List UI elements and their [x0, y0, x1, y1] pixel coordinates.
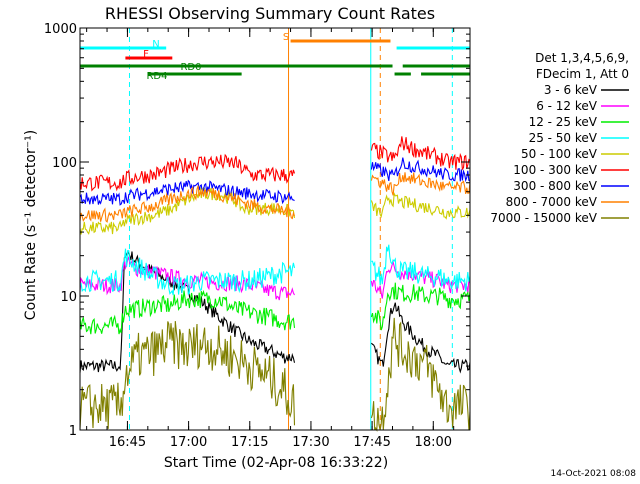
- flag-label-2: S: [283, 32, 289, 43]
- footer-timestamp: 14-Oct-2021 08:08: [551, 469, 637, 479]
- flag-label-4: RD4: [146, 71, 167, 82]
- series-line-8: [79, 317, 471, 432]
- y-axis-label: Count Rate (s⁻¹ detector⁻¹): [23, 130, 39, 320]
- flag-bars: NF S RD0 RD4: [80, 32, 470, 82]
- y-tick-label-1: 10: [60, 290, 77, 305]
- x-tick-label-0: 16:45: [109, 435, 146, 450]
- x-tick-label-2: 17:15: [231, 435, 268, 450]
- series-line-6: [79, 157, 471, 206]
- flag-label-0: N: [152, 39, 159, 50]
- flag-label-3: RD0: [180, 62, 201, 73]
- legend-entry-label-0: 3 - 6 keV: [544, 83, 598, 97]
- series-lines: [79, 136, 471, 432]
- flag-label-1: F: [143, 49, 149, 60]
- chart-title: RHESSI Observing Summary Count Rates: [105, 4, 435, 23]
- legend-entry-label-2: 12 - 25 keV: [529, 115, 598, 129]
- legend-entry-label-7: 800 - 7000 keV: [506, 195, 598, 209]
- legend-entry-label-4: 50 - 100 keV: [521, 147, 598, 161]
- x-tick-label-1: 17:00: [170, 435, 207, 450]
- plot-frame: [79, 27, 471, 431]
- legend-entry-label-6: 300 - 800 keV: [513, 179, 597, 193]
- legend-entry-label-8: 7000 - 15000 keV: [490, 211, 597, 225]
- y-tick-label-2: 100: [52, 156, 77, 171]
- legend: Det 1,3,4,5,6,9, FDecim 1, Att 0 3 - 6 keV…: [490, 51, 629, 225]
- legend-header-0: Det 1,3,4,5,6,9,: [535, 51, 629, 65]
- series-line-2: [79, 282, 471, 335]
- x-tick-label-5: 18:00: [415, 435, 452, 450]
- series-line-5: [79, 136, 471, 192]
- x-axis-label: Start Time (02-Apr-08 16:33:22): [164, 455, 388, 471]
- series-line-7: [79, 172, 471, 223]
- y-tick-label-3: 1000: [44, 22, 77, 37]
- axes: 1 10 100 1000 16:45 17:00 17:15 17:30 17:45 18:00: [44, 22, 471, 450]
- x-tick-label-3: 17:30: [292, 435, 329, 450]
- series-line-3: [80, 244, 471, 296]
- y-tick-label-0: 1: [69, 424, 77, 439]
- x-tick-label-4: 17:45: [353, 435, 390, 450]
- legend-entry-label-1: 6 - 12 keV: [536, 99, 598, 113]
- legend-entry-label-3: 25 - 50 keV: [529, 131, 598, 145]
- legend-entry-label-5: 100 - 300 keV: [513, 163, 597, 177]
- legend-header-1: FDecim 1, Att 0: [536, 67, 629, 81]
